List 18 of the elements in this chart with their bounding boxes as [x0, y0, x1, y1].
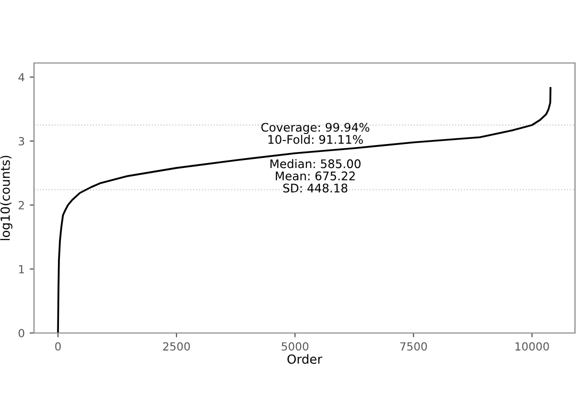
- y-axis-title: log10(counts): [0, 156, 12, 240]
- x-tick-label: 7500: [400, 342, 427, 351]
- y-tick-label: 2: [18, 201, 24, 210]
- annotation: Median: 585.00: [270, 159, 361, 168]
- y-tick-label: 3: [18, 137, 24, 146]
- annotation: Coverage: 99.94%: [261, 122, 370, 134]
- y-tick-label: 1: [19, 265, 24, 274]
- x-tick-label: 5000: [282, 342, 308, 351]
- x-tick-label: 0: [55, 342, 61, 351]
- x-tick-label: 10000: [516, 342, 549, 351]
- line-series: [57, 87, 552, 333]
- annotation: 10-Fold: 91.11%: [268, 134, 363, 144]
- annotation: Mean: 675.22: [276, 171, 355, 180]
- annotation: SD: 448.18: [283, 184, 348, 193]
- y-tick-label: 0: [18, 328, 24, 338]
- x-tick-label: 2500: [163, 342, 190, 351]
- x-axis-title: Order: [287, 354, 322, 364]
- y-tick-label: 4: [18, 73, 24, 82]
